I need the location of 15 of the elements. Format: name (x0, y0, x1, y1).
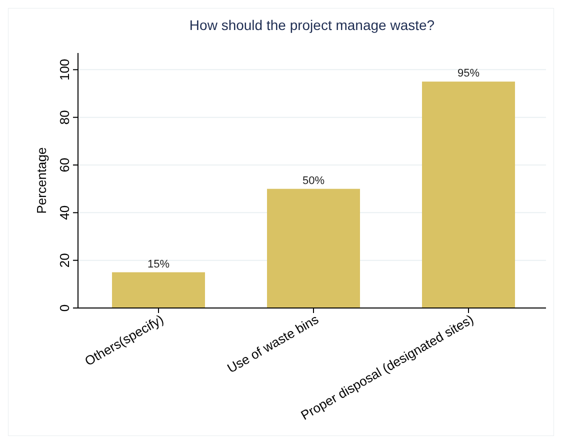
x-tick-label: Use of waste bins (224, 311, 322, 376)
bar (422, 82, 515, 308)
y-tick-label: 0 (57, 304, 72, 312)
y-tick-label: 40 (57, 205, 72, 220)
y-tick-label: 20 (57, 253, 72, 268)
y-tick-label: 80 (57, 110, 72, 125)
data-label: 50% (302, 174, 325, 187)
y-tick-label: 100 (57, 58, 72, 81)
y-axis-title: Percentage (34, 147, 49, 214)
y-tick-label: 60 (57, 158, 72, 172)
bar (267, 188, 360, 308)
data-label: 95% (457, 68, 480, 80)
chart-title: How should the project manage waste? (189, 17, 435, 33)
bar (112, 272, 205, 308)
data-label: 15% (147, 258, 170, 270)
